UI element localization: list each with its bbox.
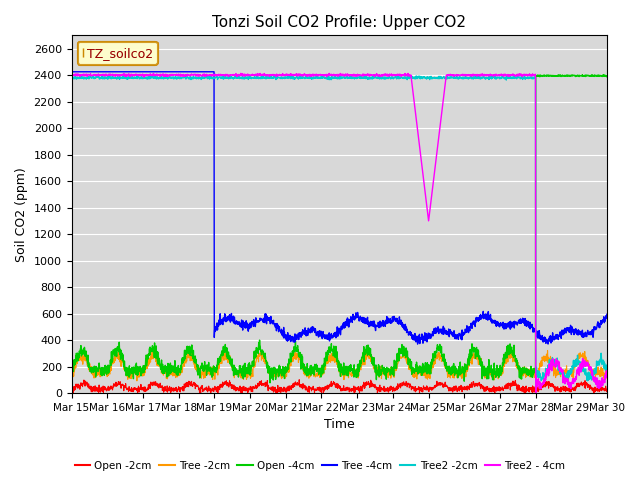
Y-axis label: Soil CO2 (ppm): Soil CO2 (ppm) [15,167,28,262]
X-axis label: Time: Time [324,419,355,432]
Legend: TZ_soilco2: TZ_soilco2 [78,42,157,65]
Title: Tonzi Soil CO2 Profile: Upper CO2: Tonzi Soil CO2 Profile: Upper CO2 [212,15,467,30]
Legend: Open -2cm, Tree -2cm, Open -4cm, Tree -4cm, Tree2 -2cm, Tree2 - 4cm: Open -2cm, Tree -2cm, Open -4cm, Tree -4… [70,456,570,475]
